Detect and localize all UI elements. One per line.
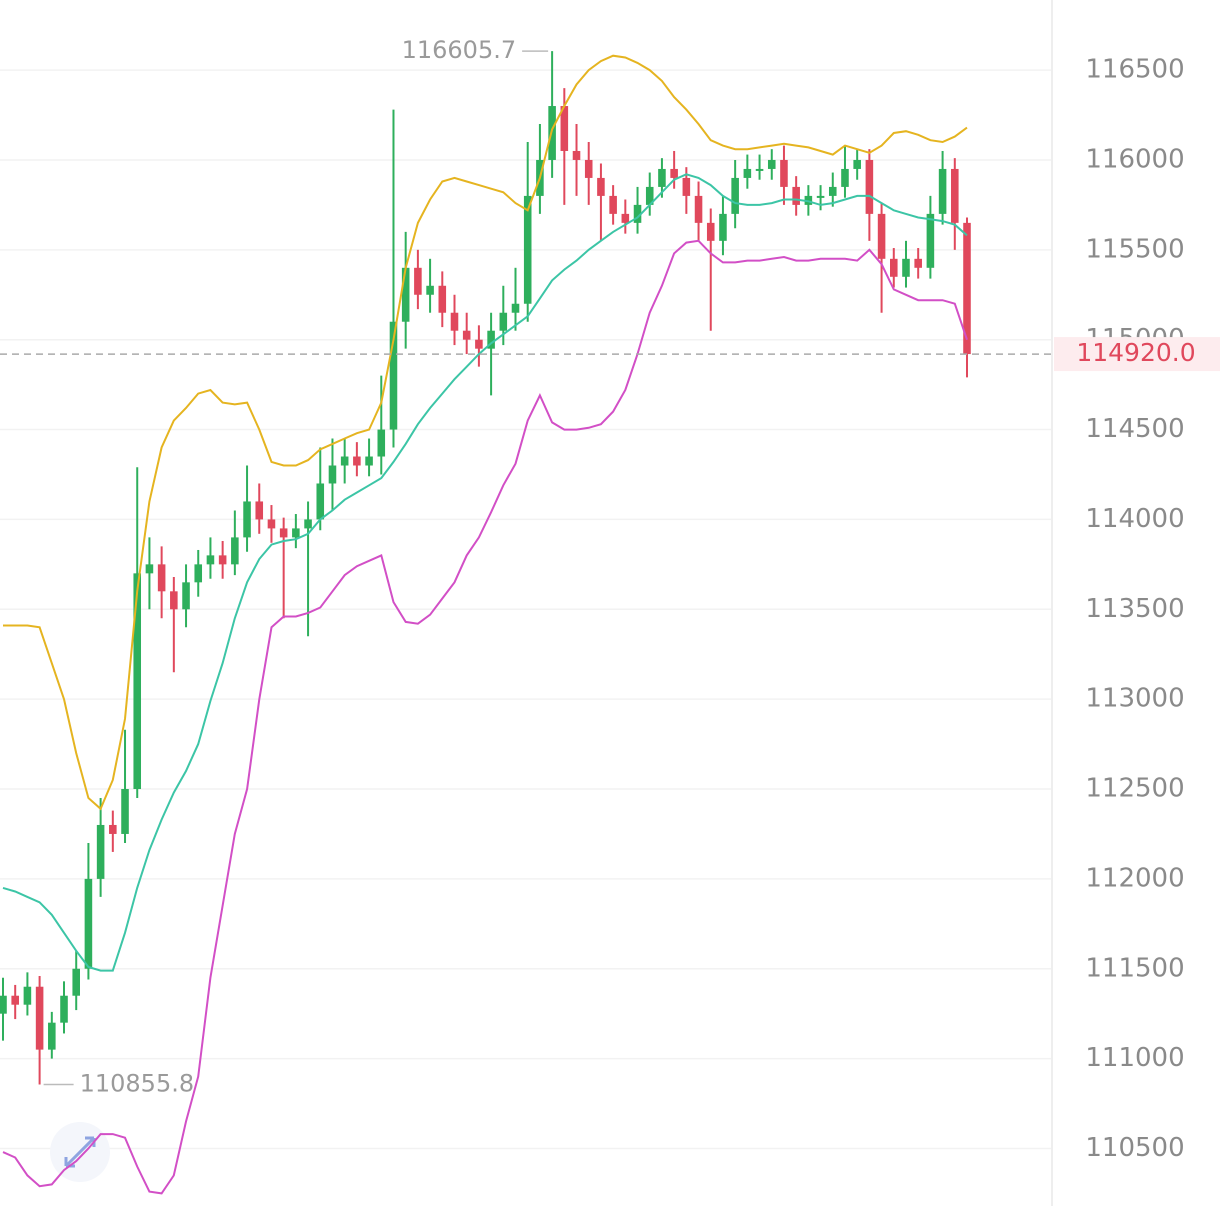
candle-body [475,339,483,349]
y-tick-label: 110500 [1085,1133,1184,1163]
candle-body [304,519,312,529]
candle-body [60,995,68,1023]
candle-body [462,330,471,340]
candle-body [157,564,166,592]
candle-body [719,213,727,241]
candle-body [560,106,569,151]
candle-body [597,177,605,196]
low-label: 110855.8 [80,1070,195,1098]
candle-body [828,186,837,196]
candle-body [328,465,337,484]
y-tick-label: 116000 [1085,144,1184,174]
band-line [3,54,968,811]
last-price-label: 114920.0 [1076,338,1195,367]
candle-body [523,195,532,304]
y-tick-label: 112500 [1085,774,1184,804]
candle-body [84,878,93,969]
candle-body [96,824,105,879]
candle-body [926,213,935,268]
candle-body [841,168,849,187]
candle-body [853,159,861,169]
candle-body [694,195,703,223]
candle-body [35,986,44,1050]
candle-body [584,159,593,178]
candle-body [414,267,422,295]
candle-body [109,824,117,834]
candle-body [340,456,349,466]
candle-body [377,429,386,457]
candle-body [743,168,752,178]
y-tick-label: 114500 [1085,414,1184,444]
candle-body [72,968,80,996]
high-label: 116605.7 [402,36,517,64]
candle-body [389,321,398,430]
candle-body [267,519,276,529]
candle-body [365,456,373,466]
y-tick-label: 113500 [1085,594,1184,624]
candle-body [902,258,910,277]
candle-body [401,267,410,322]
candle-body [353,456,361,466]
candle-body [121,789,129,834]
candle-body [243,501,251,538]
candle-body [938,168,947,214]
candle-body [487,330,495,349]
candle-body [499,312,508,331]
candle-body [670,168,678,178]
candle-body [572,150,581,160]
candle-body [292,528,300,538]
candle-body [218,555,227,565]
candle-body [633,204,642,223]
candle-body [11,995,19,1005]
candle-body [316,483,325,520]
candle-body [914,258,922,268]
candle-body [609,195,617,214]
candle-body [621,213,630,223]
band-line [2,173,968,972]
y-tick-label: 111500 [1085,953,1184,983]
y-tick-label: 116500 [1085,55,1184,85]
y-tick-label: 115500 [1085,234,1184,264]
candle-body [145,564,154,574]
candle-body [877,213,886,259]
candle-body [182,582,190,610]
y-tick-label: 112000 [1085,863,1184,893]
candle-body [792,186,800,205]
candle-body [450,312,459,331]
candle-body [279,528,288,538]
candle-body [780,159,788,187]
y-tick-label: 113000 [1085,684,1184,714]
candle-body [231,537,239,565]
last-price-box [1054,337,1220,372]
candle-body [0,995,7,1014]
candle-body [682,177,691,196]
candle-body [23,986,32,1005]
candle-body [438,285,447,313]
y-tick-label: 111000 [1085,1043,1184,1073]
candle-body [963,222,971,355]
candle-body [951,168,959,223]
candle-body [426,285,434,295]
candle-body [170,591,178,610]
candle-body [755,168,764,171]
candle-body [767,159,776,169]
candle-body [890,258,898,277]
candle-body [865,159,874,214]
candle-body [206,555,215,565]
candle-body [658,168,666,187]
candle-body [511,303,520,313]
candle-body [645,186,654,205]
candle-body [133,573,142,790]
candle-body [48,1022,56,1050]
y-tick-label: 114000 [1085,504,1184,534]
candle-body [706,222,715,241]
band-line [2,239,968,1195]
expand-icon[interactable] [50,1122,110,1182]
candle-body [255,501,264,520]
candle-body [731,177,739,214]
candle-body [194,564,203,583]
candle-body [816,195,825,198]
